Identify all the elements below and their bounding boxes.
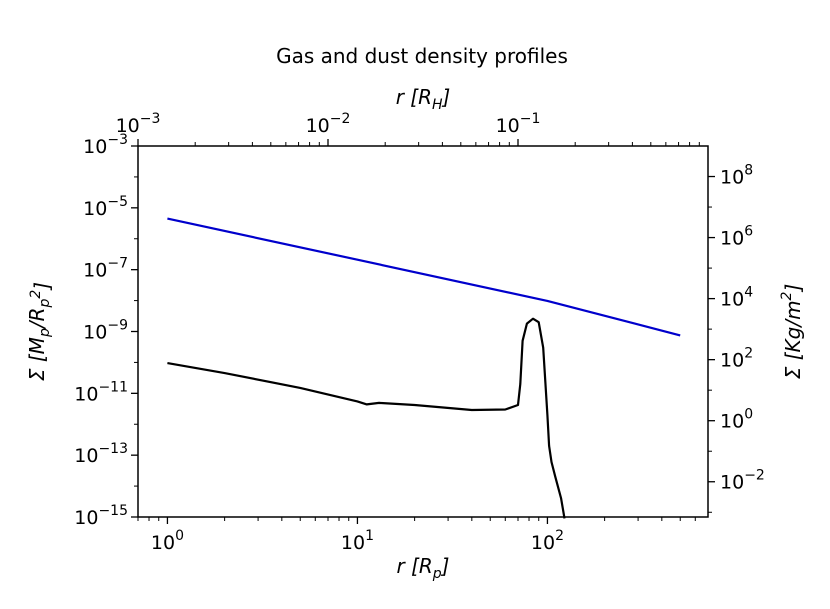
y-tick-label-6: 10−3 xyxy=(83,132,128,158)
series-layer xyxy=(167,217,681,519)
x-axis-label: r [Rp] xyxy=(397,554,450,582)
y-tick-label-0: 10−15 xyxy=(74,503,128,529)
x-tick-label-1: 101 xyxy=(341,528,374,554)
series-line-1 xyxy=(167,317,566,519)
y2-tick-label-1: 100 xyxy=(720,407,753,433)
y2-tick-label-5: 108 xyxy=(720,163,753,189)
x-tick-label-0: 100 xyxy=(151,528,184,554)
y-tick-label-5: 10−5 xyxy=(83,194,128,220)
x2-axis-label: r [RH] xyxy=(396,85,451,113)
y-tick-label-3: 10−9 xyxy=(83,318,128,344)
x2-tick-label-1: 10−2 xyxy=(306,111,351,137)
series-line-0 xyxy=(167,217,681,337)
y-axis-label: Σ [Mp/Rp2] xyxy=(25,282,54,381)
y2-axis-label-text: Σ [Kg/m2] xyxy=(779,284,805,380)
y-tick-label-4: 10−7 xyxy=(83,256,128,282)
y-axis-label-text: Σ [Mp/Rp2] xyxy=(25,282,54,381)
x-tick-label-2: 102 xyxy=(531,528,564,554)
y-tick-label-2: 10−11 xyxy=(74,379,128,405)
y2-tick-label-2: 102 xyxy=(720,346,753,372)
x2-axis-label-text: r [RH] xyxy=(396,85,451,113)
y2-tick-label-4: 106 xyxy=(720,224,753,250)
ticks-layer: 100 101 102 10−3 10−2 10−1 10−15 10−13 10−11 10−9… xyxy=(74,111,765,554)
plot-frame xyxy=(137,145,709,518)
x2-tick-label-0: 10−3 xyxy=(116,111,161,137)
x2-tick-label-2: 10−1 xyxy=(496,111,541,137)
chart-title: Gas and dust density profiles xyxy=(276,44,568,68)
y2-tick-label-3: 104 xyxy=(720,285,753,311)
y2-tick-label-0: 10−2 xyxy=(720,468,765,494)
y-tick-label-1: 10−13 xyxy=(74,441,128,467)
x-axis-label-text: r [Rp] xyxy=(397,554,450,582)
y2-axis-label: Σ [Kg/m2] xyxy=(779,284,805,380)
